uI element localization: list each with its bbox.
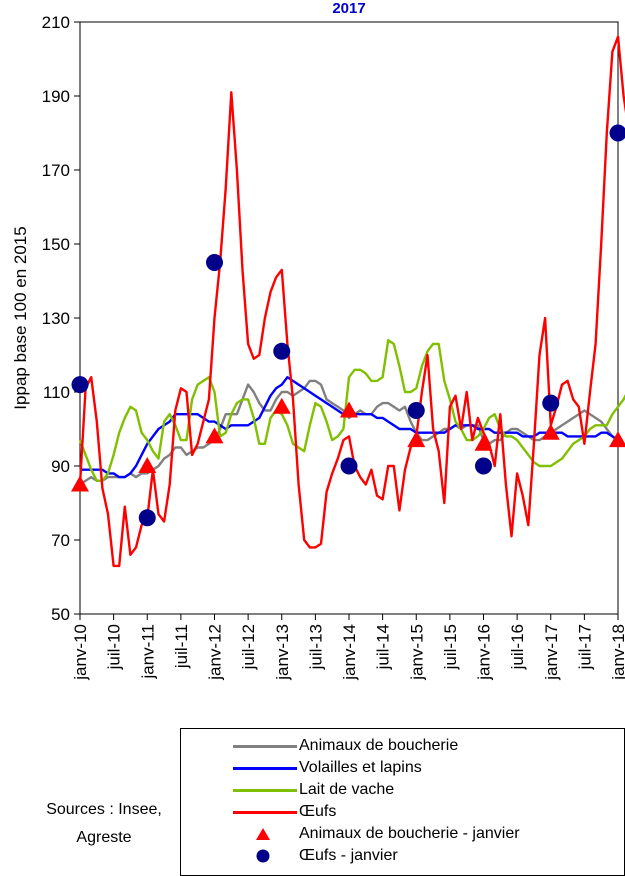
y-tick-label: 110 xyxy=(43,383,70,402)
x-axis: janv-10 juil-10 janv-11 juil-11 janv-12 juil-… xyxy=(71,614,625,681)
x-tick-label: janv-18 xyxy=(609,624,625,681)
sources-note: Sources : Insee, Agreste xyxy=(20,796,188,852)
marker-oeufs-janvier xyxy=(407,402,425,419)
x-tick-label: janv-17 xyxy=(542,624,561,681)
y-tick-label: 170 xyxy=(42,161,70,180)
plot-border xyxy=(79,21,619,615)
x-tick-label: juil-12 xyxy=(239,624,258,670)
marker-animaux-janvier xyxy=(340,401,358,418)
legend-label: Lait de vache xyxy=(299,781,395,798)
legend-item: Lait de vache xyxy=(233,779,394,801)
legend-item: Animaux de boucherie - janvier xyxy=(233,823,520,845)
x-tick-label: janv-12 xyxy=(206,624,225,681)
marker-oeufs-janvier xyxy=(273,342,291,360)
marker-animaux-janvier xyxy=(205,427,224,444)
chart: 2017 Ippap base 100 en 2015 50 70 90 110 130… xyxy=(11,0,625,681)
x-tick-label: juil-16 xyxy=(508,624,527,670)
marker-animaux-janvier xyxy=(474,434,493,451)
x-tick-label: juil-15 xyxy=(441,624,460,670)
circle-marker-icon xyxy=(233,849,297,863)
x-tick-label: janv-11 xyxy=(138,624,157,680)
legend-label: Animaux de boucherie xyxy=(299,737,459,754)
marker-oeufs-janvier xyxy=(475,457,492,475)
marker-animaux-janvier xyxy=(272,397,291,414)
legend-line-swatch xyxy=(233,761,297,775)
legend-item: Volailles et lapins xyxy=(233,757,422,779)
series-line-ufs xyxy=(78,35,625,568)
legend-item: Animaux de boucherie xyxy=(233,735,458,757)
marker-animaux-janvier xyxy=(407,431,426,448)
marker-oeufs-janvier xyxy=(138,509,156,527)
x-tick-label: juil-17 xyxy=(575,624,594,670)
y-axis: 50 70 90 110 130 150 170 190 210 xyxy=(42,13,80,624)
y-tick-label: 130 xyxy=(42,309,70,328)
x-tick-label: juil-11 xyxy=(172,624,191,669)
marker-oeufs-janvier xyxy=(206,254,223,271)
x-tick-label: juil-13 xyxy=(306,624,325,670)
x-tick-label: janv-10 xyxy=(71,624,90,681)
y-tick-label: 150 xyxy=(42,235,70,254)
sources-line-1: Sources : Insee, xyxy=(46,801,162,818)
chart-title: 2017 xyxy=(332,0,365,17)
legend-item: Œufs - janvier xyxy=(233,845,398,867)
legend-label: Animaux de boucherie - janvier xyxy=(299,825,520,842)
y-axis-title: Ippap base 100 en 2015 xyxy=(11,226,30,409)
marker-animaux-janvier xyxy=(541,423,560,440)
x-tick-label: juil-10 xyxy=(105,624,124,670)
legend-line-swatch xyxy=(233,783,297,797)
marker-animaux-janvier xyxy=(71,475,89,492)
legend: Animaux de boucherie Volailles et lapins L… xyxy=(180,728,625,876)
legend-label: Volailles et lapins xyxy=(299,759,422,776)
x-tick-label: janv-15 xyxy=(407,624,426,681)
series-markers xyxy=(71,124,625,527)
y-tick-label: 210 xyxy=(42,13,70,32)
marker-animaux-janvier xyxy=(609,431,625,448)
y-tick-label: 70 xyxy=(51,531,70,550)
x-tick-label: juil-14 xyxy=(374,624,393,670)
legend-label: Œufs - janvier xyxy=(299,847,398,864)
plot-area xyxy=(79,21,619,615)
marker-oeufs-janvier xyxy=(340,457,358,475)
marker-animaux-janvier xyxy=(138,457,157,473)
x-tick-label: janv-16 xyxy=(475,624,494,681)
y-tick-label: 90 xyxy=(51,457,70,476)
sources-line-2: Agreste xyxy=(76,829,132,846)
x-tick-label: janv-13 xyxy=(273,624,292,681)
y-tick-label: 50 xyxy=(51,605,70,624)
marker-oeufs-janvier xyxy=(609,124,625,142)
series-line-lait-de-vache xyxy=(78,339,625,482)
y-tick-label: 190 xyxy=(42,87,70,106)
legend-label: Œufs xyxy=(299,803,337,820)
marker-oeufs-janvier xyxy=(542,394,560,412)
triangle-marker-icon xyxy=(233,827,297,841)
legend-line-swatch xyxy=(233,805,297,819)
marker-oeufs-janvier xyxy=(71,376,89,394)
legend-line-swatch xyxy=(233,739,297,753)
x-tick-label: janv-14 xyxy=(340,624,359,681)
series-lines xyxy=(78,35,625,568)
legend-item: Œufs xyxy=(233,801,336,823)
